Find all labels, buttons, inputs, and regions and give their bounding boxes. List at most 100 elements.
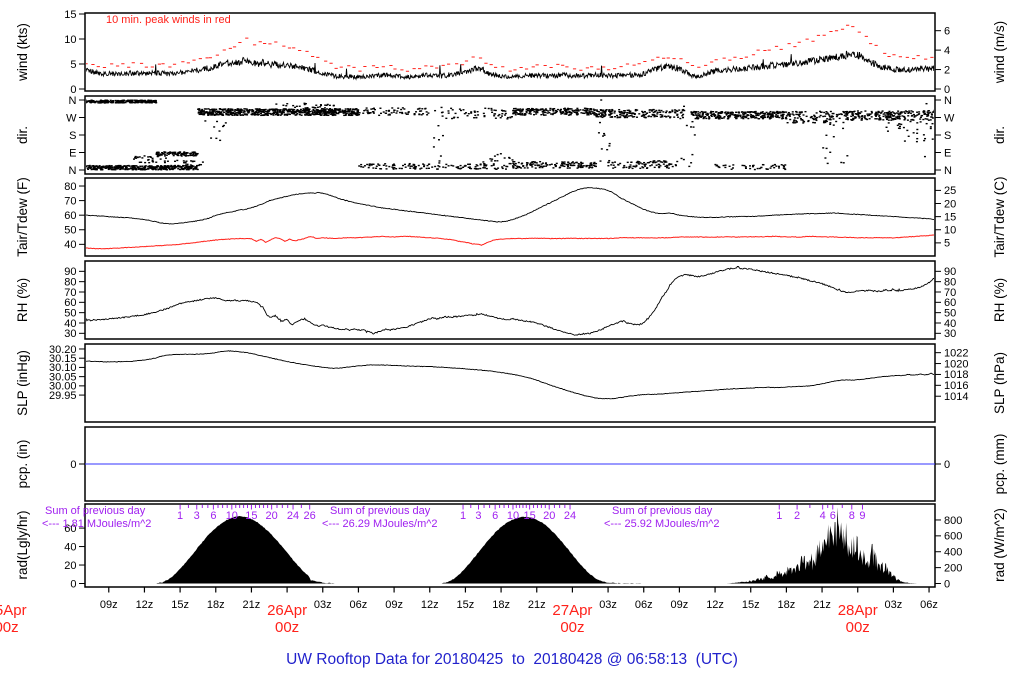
y-tick-label: 0 xyxy=(70,459,76,471)
y-tick-label: 1014 xyxy=(944,391,968,403)
mj-ruler-label: 9 xyxy=(859,510,865,522)
time-tick-day-label: 28Apr xyxy=(838,602,878,619)
time-tick-day-label: 25Apr xyxy=(0,602,27,619)
y-tick-label: 800 xyxy=(944,515,962,527)
y-tick-label: 1016 xyxy=(944,380,968,392)
y-tick-label: 30.10 xyxy=(49,362,77,374)
time-tick-label: 09z xyxy=(100,599,118,611)
y-tick-label: 0 xyxy=(70,84,76,96)
y-tick-label: 5 xyxy=(944,238,950,250)
y-tick-label: 30.05 xyxy=(49,371,77,383)
y-tick-label: N xyxy=(944,95,952,107)
axis-title-pcp-left: pcp. (in) xyxy=(15,440,30,489)
axis-title-rh-left: RH (%) xyxy=(15,278,30,322)
y-tick-label: 80 xyxy=(64,181,76,193)
mj-ruler-label: 1 xyxy=(177,510,183,522)
axis-title-wind-left: wind (kts) xyxy=(15,23,30,82)
y-tick-label: 70 xyxy=(64,195,76,207)
panel-frame-rh xyxy=(84,260,936,340)
axis-title-wind-right: wind (m/s) xyxy=(992,21,1007,84)
y-tick-label: 30 xyxy=(64,328,76,340)
time-tick-label: 15z xyxy=(457,599,475,611)
axis-title-slp-left: SLP (inHg) xyxy=(15,350,30,416)
axis-title-rh-right: RH (%) xyxy=(992,278,1007,322)
y-tick-label: 80 xyxy=(64,276,76,288)
time-tick-label: 12z xyxy=(421,599,439,611)
rh-trace xyxy=(86,266,934,336)
y-tick-label: 29.95 xyxy=(49,390,77,402)
time-tick-label: 18z xyxy=(778,599,796,611)
time-tick-label: 12z xyxy=(136,599,154,611)
axis-title-slp-right: SLP (hPa) xyxy=(992,352,1007,414)
panel-frame-slp xyxy=(84,343,936,423)
time-tick-label: 09z xyxy=(671,599,689,611)
time-tick-day-label: 26Apr xyxy=(267,602,307,619)
time-tick-label: 03z xyxy=(885,599,903,611)
y-tick-label: 80 xyxy=(944,276,956,288)
y-tick-label: E xyxy=(69,147,76,159)
y-tick-label: 30.20 xyxy=(49,344,77,356)
time-tick-label: 15z xyxy=(171,599,189,611)
time-tick-label: 21z xyxy=(243,599,261,611)
time-tick-label: 18z xyxy=(207,599,225,611)
panel-frame-wind xyxy=(84,12,936,92)
y-tick-label: 15 xyxy=(64,9,76,21)
time-tick-label: 06z xyxy=(350,599,368,611)
panel-frame-dir xyxy=(84,95,936,175)
wind-peak-note: 10 min. peak winds in red xyxy=(106,14,231,26)
time-axis: 25Apr00z09z12z15z18z21z26Apr00z03z06z09z… xyxy=(0,587,938,636)
y-tick-label: 30.15 xyxy=(49,353,77,365)
tair-trace xyxy=(86,187,934,225)
y-tick-label: 10 xyxy=(64,34,76,46)
y-tick-label: 20 xyxy=(64,560,76,572)
mj-ruler-label: 6 xyxy=(492,510,498,522)
mj-ruler-label: 10 xyxy=(507,510,519,522)
y-tick-label: 5 xyxy=(70,59,76,71)
time-tick-day-label: 27Apr xyxy=(552,602,592,619)
mj-ruler-label: 3 xyxy=(194,510,200,522)
axis-title-rad-left: rad(Lgly/hr) xyxy=(15,510,30,579)
y-tick-label: 0 xyxy=(70,578,76,590)
rad-day-fill xyxy=(156,507,918,584)
time-tick-label: 21z xyxy=(528,599,546,611)
mj-ruler-label: 24 xyxy=(564,510,576,522)
y-tick-label: 6 xyxy=(944,25,950,37)
chart-title: UW Rooftop Data for 20180425 to 20180428… xyxy=(286,651,738,668)
mj-ruler-label: 6 xyxy=(830,510,836,522)
y-tick-label: 70 xyxy=(944,287,956,299)
y-tick-label: 20 xyxy=(944,198,956,210)
axis-title-temp-right: Tair/Tdew (C) xyxy=(992,176,1007,257)
y-tick-label: 50 xyxy=(64,307,76,319)
y-tick-label: 40 xyxy=(64,239,76,251)
time-tick-label: 21z xyxy=(813,599,831,611)
y-tick-label: 1020 xyxy=(944,358,968,370)
slp-trace xyxy=(86,350,934,400)
y-tick-label: 60 xyxy=(64,523,76,535)
time-tick-day-label2: 00z xyxy=(275,619,299,636)
y-tick-label: 90 xyxy=(64,266,76,278)
mj-ruler-label: 8 xyxy=(849,510,855,522)
mj-ruler-label: 1 xyxy=(776,510,782,522)
generated-chart-layers: 0510150246NWSENNWSEN40506070805101520253… xyxy=(0,9,968,636)
mj-ruler-label: 20 xyxy=(266,510,278,522)
time-tick-label: 15z xyxy=(742,599,760,611)
time-tick-label: 06z xyxy=(920,599,938,611)
y-tick-label: N xyxy=(69,165,77,177)
time-tick-label: 03z xyxy=(599,599,617,611)
rad-annotation-3-line2: <--- 25.92 MJoules/m^2 xyxy=(604,518,720,530)
panel-frame-rad xyxy=(84,503,936,588)
y-tick-label: 10 xyxy=(944,225,956,237)
y-tick-label: 30.00 xyxy=(49,381,77,393)
rad-annotation-1-line2: <--- 1.81 MJoules/m^2 xyxy=(42,518,151,530)
mj-ruler-label: 10 xyxy=(226,510,238,522)
mj-ruler-label: 4 xyxy=(820,510,826,522)
rad-annotation-2-line2: <--- 26.29 MJoules/m^2 xyxy=(322,518,438,530)
y-tick-label: E xyxy=(944,147,951,159)
time-tick-label: 06z xyxy=(635,599,653,611)
